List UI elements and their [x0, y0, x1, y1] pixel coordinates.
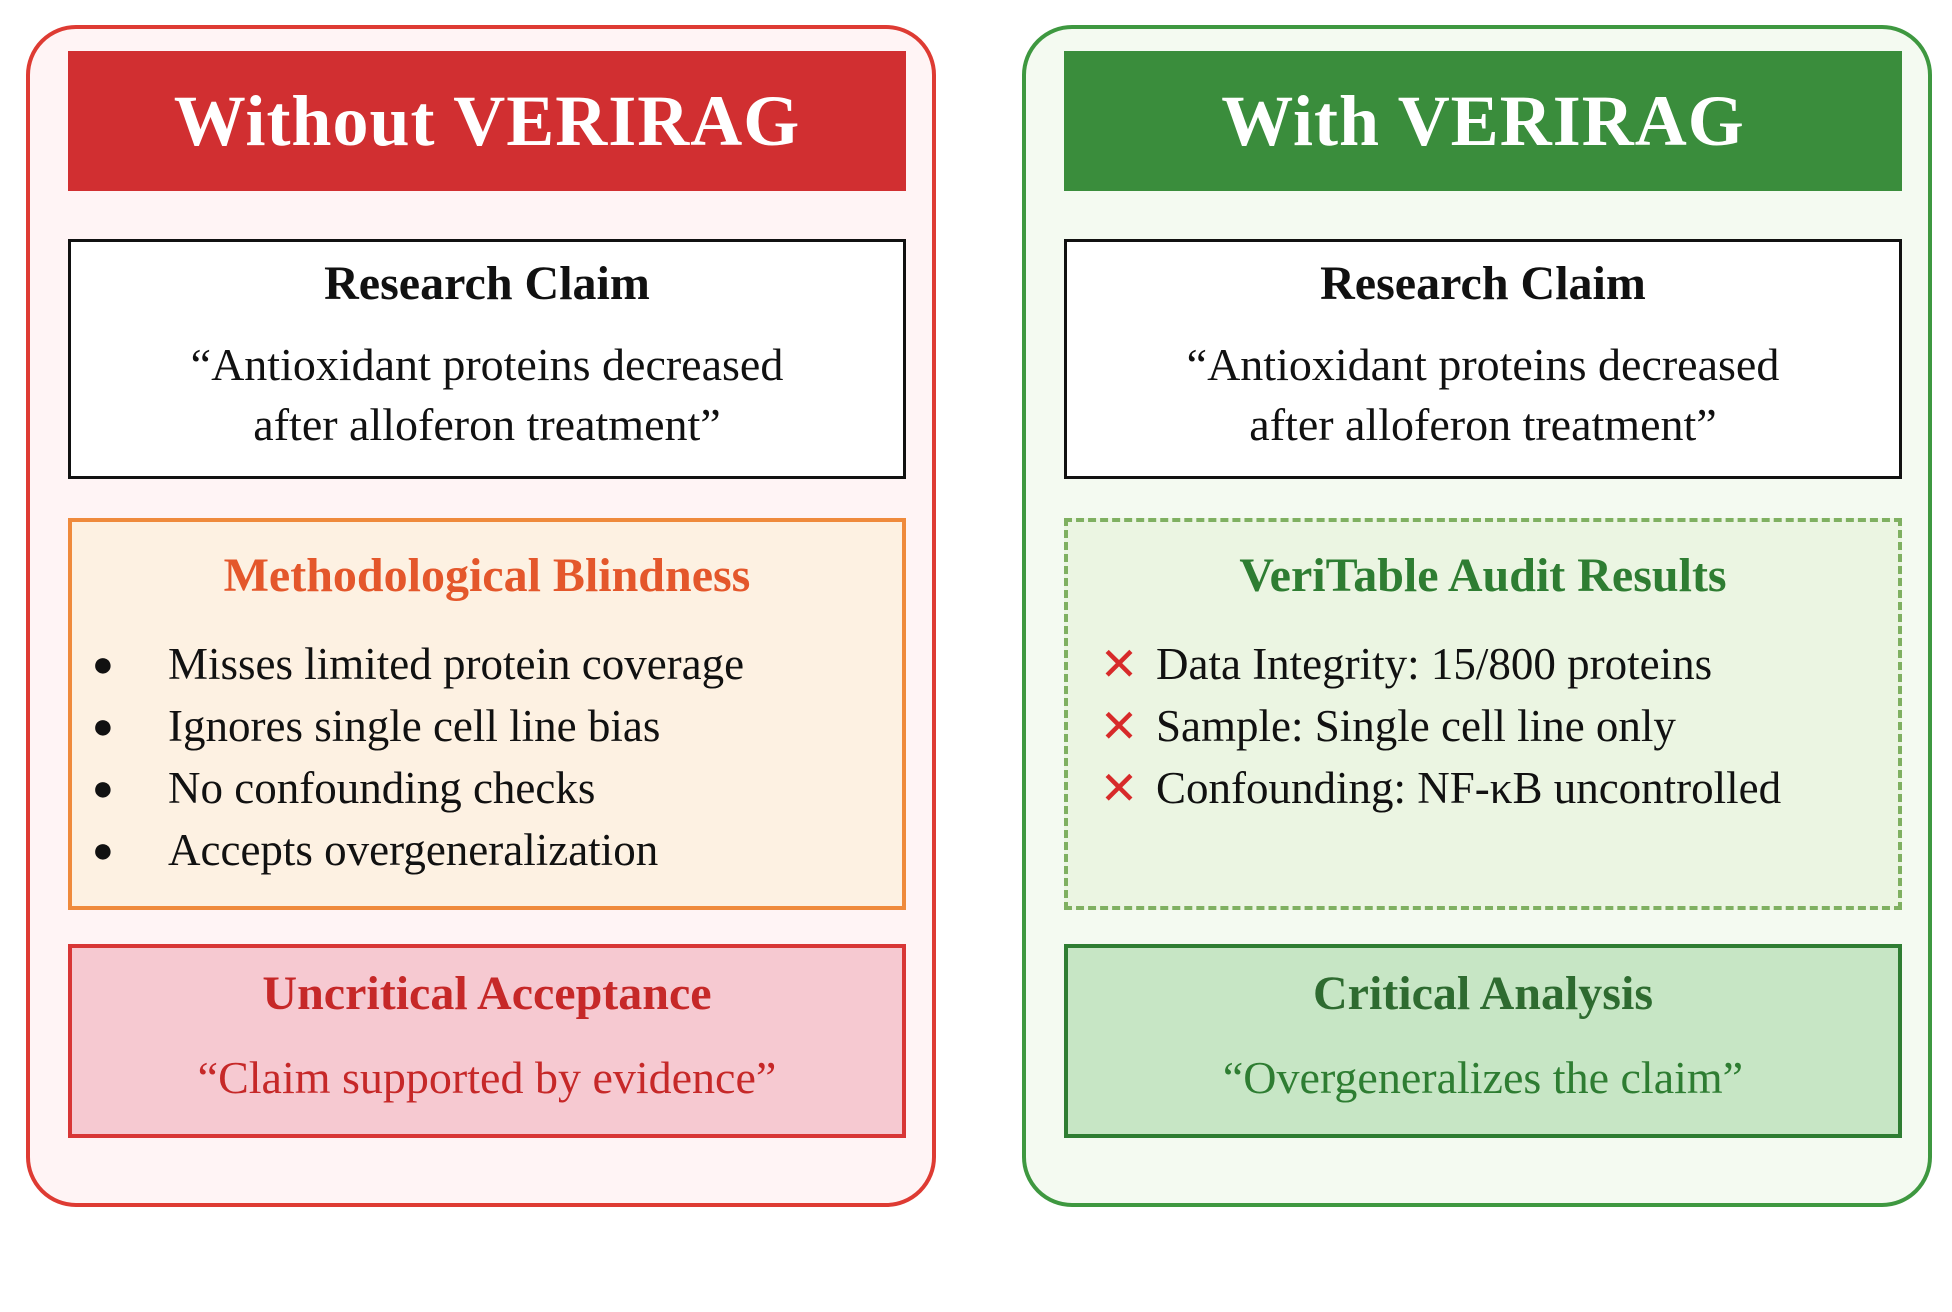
list-item: ● Accepts overgeneralization: [72, 819, 902, 881]
bullet-dot-icon: ●: [92, 644, 114, 684]
bullet-dot-icon: ●: [92, 706, 114, 746]
bullet-dot-icon: ●: [92, 830, 114, 870]
right-research-claim-title: Research Claim: [1320, 257, 1646, 310]
left-research-claim-box: Research Claim “Antioxidant proteins dec…: [68, 239, 906, 479]
list-item-text: Accepts overgeneralization: [168, 825, 659, 875]
list-item: ● Ignores single cell line bias: [72, 695, 902, 757]
methodological-blindness-box: Methodological Blindness ● Misses limited…: [68, 518, 906, 910]
left-claim-line-2: after alloferon treatment”: [253, 399, 721, 450]
right-research-claim-box: Research Claim “Antioxidant proteins dec…: [1064, 239, 1902, 479]
without-verirag-panel: Without VERIRAG Research Claim “Antioxid…: [26, 25, 936, 1207]
audit-results-list: ✕ Data Integrity: 15/800 proteins ✕ Sample…: [1068, 633, 1898, 819]
red-x-icon: ✕: [1099, 699, 1139, 753]
right-research-claim-text: “Antioxidant proteins decreased after al…: [1067, 335, 1899, 455]
list-item-text: Ignores single cell line bias: [168, 701, 661, 751]
critical-analysis-box: Critical Analysis “Overgeneralizes the c…: [1064, 944, 1902, 1138]
list-item-text: Confounding: NF-κB uncontrolled: [1156, 763, 1782, 813]
methodological-blindness-title: Methodological Blindness: [223, 549, 751, 602]
with-verirag-panel: With VERIRAG Research Claim “Antioxidant…: [1022, 25, 1932, 1207]
critical-analysis-title: Critical Analysis: [1312, 967, 1653, 1020]
list-item-text: No confounding checks: [168, 763, 596, 813]
veritable-audit-results-box: VeriTable Audit Results ✕ Data Integrity:…: [1064, 518, 1902, 910]
critical-analysis-text: “Overgeneralizes the claim”: [1222, 1052, 1744, 1103]
list-item-text: Data Integrity: 15/800 proteins: [1156, 639, 1713, 689]
right-claim-line-1: “Antioxidant proteins decreased: [1186, 339, 1780, 390]
list-item: ✕ Data Integrity: 15/800 proteins: [1068, 633, 1898, 695]
veritable-audit-results-title: VeriTable Audit Results: [1239, 549, 1727, 602]
list-item: ✕ Sample: Single cell line only: [1068, 695, 1898, 757]
bullet-dot-icon: ●: [92, 768, 114, 808]
list-item-text: Misses limited protein coverage: [168, 639, 745, 689]
left-claim-line-1: “Antioxidant proteins decreased: [190, 339, 784, 390]
red-x-icon: ✕: [1099, 637, 1139, 691]
left-research-claim-text: “Antioxidant proteins decreased after al…: [71, 335, 903, 455]
uncritical-acceptance-title: Uncritical Acceptance: [262, 967, 712, 1020]
list-item: ✕ Confounding: NF-κB uncontrolled: [1068, 757, 1898, 819]
with-verirag-banner: With VERIRAG: [1064, 51, 1902, 191]
list-item-text: Sample: Single cell line only: [1156, 701, 1676, 751]
uncritical-acceptance-box: Uncritical Acceptance “Claim supported b…: [68, 944, 906, 1138]
list-item: ● Misses limited protein coverage: [72, 633, 902, 695]
red-x-icon: ✕: [1099, 761, 1139, 815]
list-item: ● No confounding checks: [72, 757, 902, 819]
uncritical-acceptance-text: “Claim supported by evidence”: [197, 1052, 777, 1103]
without-verirag-banner: Without VERIRAG: [68, 51, 906, 191]
left-research-claim-title: Research Claim: [324, 257, 650, 310]
right-claim-line-2: after alloferon treatment”: [1249, 399, 1717, 450]
blindness-list: ● Misses limited protein coverage ● Ignore…: [72, 633, 902, 881]
